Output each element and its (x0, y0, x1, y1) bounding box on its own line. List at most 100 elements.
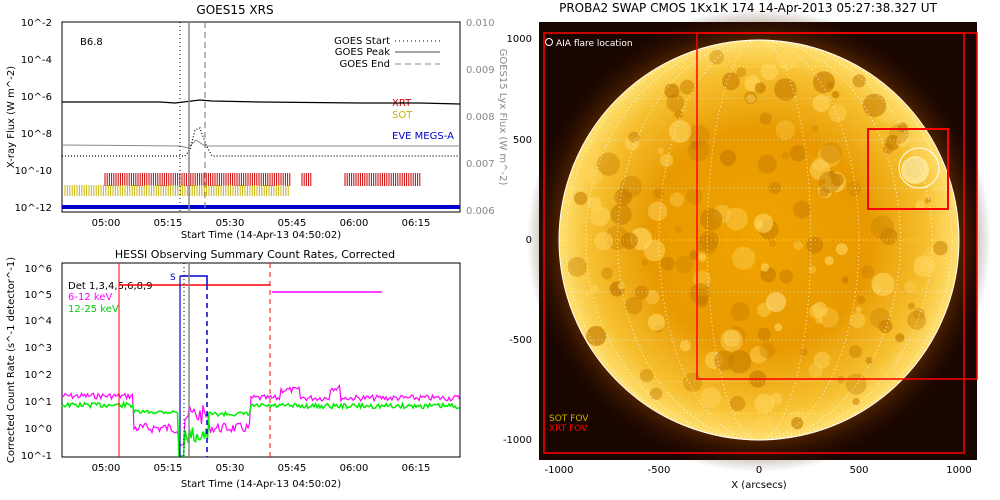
hessi-s-label: S (170, 273, 176, 283)
longitude-line (706, 39, 812, 441)
dark-patch (933, 241, 948, 256)
dark-patch (621, 232, 638, 250)
dark-patch (573, 191, 588, 206)
bright-patch (659, 153, 674, 167)
dark-patch (586, 325, 607, 346)
dark-patch (628, 131, 640, 143)
dark-patch (614, 188, 633, 207)
bright-patch (668, 120, 692, 143)
bright-patch (812, 157, 826, 171)
goes-y2tick-1: 0.009 (466, 65, 495, 76)
bright-patch (855, 306, 862, 313)
solar-limb (558, 39, 960, 441)
bright-patch (812, 301, 828, 318)
bright-patch (647, 313, 665, 331)
bright-patch (645, 290, 660, 305)
bright-patch (936, 218, 960, 242)
heliographic-grid (559, 39, 959, 441)
bright-patch (873, 284, 882, 293)
swap-panel: PROBA2 SWAP CMOS 1Kx1K 174 14-Apr-2013 0… (503, 1, 991, 491)
dark-patch (818, 187, 830, 198)
dark-patch (812, 124, 819, 132)
dark-patch (736, 67, 747, 78)
bright-patch (849, 312, 866, 329)
dark-patch (724, 213, 733, 223)
goes-ytick-3: 10^-8 (21, 129, 52, 140)
bright-patch (698, 253, 707, 262)
hessi-xlabel: Start Time (14-Apr-13 04:50:02) (181, 479, 341, 490)
bright-patch (895, 134, 909, 148)
hessi-legend-det: Det 1,3,4,5,6,8,9 (68, 281, 153, 292)
xrt-observation-bars (104, 173, 421, 186)
bright-patch (700, 387, 722, 408)
legend-peak-label: GOES Peak (335, 47, 390, 58)
dark-patch (861, 265, 874, 279)
goes-x-ticks: 05:00 05:15 05:30 05:45 06:00 06:15 (92, 218, 431, 229)
dark-patch (841, 276, 849, 284)
hessi-legend-12-25: 12-25 keV (68, 304, 119, 315)
bright-patch (587, 196, 602, 211)
dark-patch (689, 282, 711, 305)
bright-patch (588, 149, 602, 162)
goes-y2tick-3: 0.007 (466, 159, 495, 170)
hessi-ytick-3: 10^3 (25, 343, 52, 354)
swap-xtick-0: -1000 (544, 465, 573, 476)
dark-patch (674, 109, 683, 119)
flare-legend-icon (545, 38, 553, 46)
swap-x-ticks: -1000 -500 0 500 1000 (544, 465, 971, 476)
goes-xlabel: Start Time (14-Apr-13 04:50:02) (181, 230, 341, 241)
xrt-fov-box-2 (696, 32, 978, 380)
eve-label: EVE MEGS-A (392, 131, 454, 142)
dark-patch (652, 187, 664, 199)
swap-xtick-1: -500 (648, 465, 671, 476)
dark-patch (820, 142, 842, 164)
dark-patch (601, 267, 613, 280)
dark-patch (865, 357, 873, 365)
dark-patch (666, 93, 685, 112)
sot-observation-bars (64, 185, 289, 196)
swap-xtick-2: 0 (756, 465, 762, 476)
dark-patch (728, 350, 752, 374)
dark-patch (924, 197, 931, 204)
hessi-ytick-2: 10^4 (25, 316, 52, 327)
dark-patch (812, 71, 836, 94)
hessi-12-25kev-curve (61, 400, 460, 457)
bright-patch (815, 316, 823, 324)
dark-patch (880, 227, 898, 245)
swap-xlabel: X (arcsecs) (731, 480, 787, 491)
dark-patch (845, 373, 867, 395)
dark-patch (912, 307, 925, 320)
bright-patch (589, 206, 610, 227)
bright-patch (813, 351, 831, 369)
bright-patch (746, 94, 756, 104)
hessi-panel: HESSI Observing Summary Count Rates, Cor… (6, 248, 461, 490)
goes-xtick-1: 05:15 (154, 218, 183, 229)
goes-y2tick-4: 0.006 (466, 206, 495, 217)
dark-patch (757, 154, 777, 174)
hessi-ytick-1: 10^5 (25, 290, 52, 301)
dark-patch (722, 72, 740, 91)
bright-patch (723, 330, 741, 347)
swap-title: PROBA2 SWAP CMOS 1Kx1K 174 14-Apr-2013 0… (559, 1, 937, 15)
bright-patch (871, 272, 895, 296)
goes-plot-frame (61, 21, 461, 213)
dark-patch (908, 302, 915, 310)
bright-patch (796, 50, 807, 61)
dark-patch (700, 208, 723, 231)
swap-ytick-2: 0 (526, 235, 532, 246)
dark-patch (846, 181, 861, 196)
dark-patch (744, 91, 758, 105)
dark-patch (730, 302, 750, 322)
bright-patch (774, 323, 783, 332)
aia-flare-circle (898, 147, 940, 189)
hessi-ylabel: Corrected Count Rate (s^-1 detector^-1) (6, 257, 17, 463)
dark-patch (862, 93, 887, 118)
goes-xtick-2: 05:30 (216, 218, 245, 229)
hessi-xtick-0: 05:00 (92, 463, 121, 474)
legend-start-label: GOES Start (334, 36, 390, 47)
dark-patch (852, 397, 860, 406)
bright-patch (812, 94, 830, 113)
hessi-ytick-7: 10^-1 (21, 451, 52, 462)
hessi-legend-6-12: 6-12 keV (68, 292, 112, 303)
